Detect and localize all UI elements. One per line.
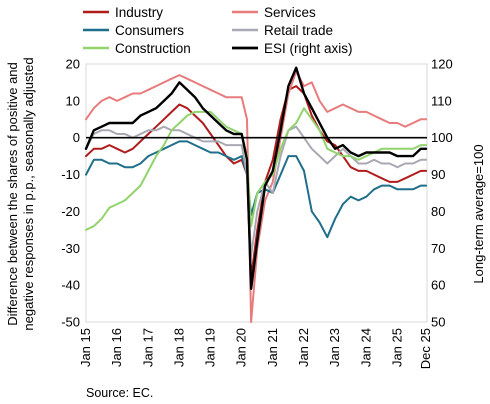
x-tick-label: Jan 25 bbox=[389, 328, 404, 367]
left-tick-label: 0 bbox=[73, 130, 80, 145]
series-line-2 bbox=[85, 70, 428, 323]
x-tick-label: Jan 24 bbox=[358, 328, 373, 367]
left-tick-label: 10 bbox=[66, 93, 80, 108]
legend-label: Services bbox=[264, 5, 316, 20]
x-tick-label: Jan 17 bbox=[140, 328, 155, 367]
series-line-3 bbox=[85, 140, 428, 239]
legend-label: Industry bbox=[115, 5, 163, 20]
left-tick-label: -20 bbox=[61, 204, 80, 219]
left-axis-ticks: 20 10 0 -10 -20 -30 -40 -50 bbox=[61, 57, 80, 330]
x-tick-label: Jan 21 bbox=[265, 328, 280, 367]
right-tick-label: 120 bbox=[431, 57, 453, 72]
right-tick-label: 90 bbox=[431, 167, 445, 182]
x-tick-label: Jan 20 bbox=[234, 328, 249, 367]
legend-label: Construction bbox=[115, 41, 191, 56]
x-axis-ticks: Jan 15 Jan 16 Jan 17 Jan 18 Jan 19 Jan 20 Jan … bbox=[78, 328, 433, 369]
x-tick-label: Jan 19 bbox=[203, 328, 218, 367]
left-axis-title-line1: Difference between the shares of positiv… bbox=[5, 62, 20, 326]
series-line-6 bbox=[84, 66, 428, 290]
source-note: Source: EC. bbox=[86, 386, 153, 400]
left-axis-title-line2: negative responses in p.p., seasonally a… bbox=[21, 57, 36, 330]
right-axis-ticks: 120 110 100 90 80 70 60 50 bbox=[431, 57, 453, 330]
left-tick-label: -40 bbox=[61, 278, 80, 293]
x-tick-label: Dec 25 bbox=[418, 328, 433, 369]
series-line-4 bbox=[85, 125, 428, 257]
x-tick-label: Jan 16 bbox=[109, 328, 124, 367]
series-lines bbox=[84, 66, 428, 323]
right-tick-label: 50 bbox=[431, 315, 445, 330]
left-tick-label: -10 bbox=[61, 167, 80, 182]
series-line-5 bbox=[85, 107, 428, 231]
plot-area bbox=[84, 63, 428, 323]
right-tick-label: 100 bbox=[431, 130, 453, 145]
left-tick-label: -30 bbox=[61, 241, 80, 256]
left-tick-label: -50 bbox=[61, 315, 80, 330]
legend-label: Retail trade bbox=[264, 23, 333, 38]
legend-label: ESI (right axis) bbox=[264, 41, 353, 56]
x-tick-label: Jan 23 bbox=[327, 328, 342, 367]
chart-legend: Industry Services Consumers Retail trade Con… bbox=[83, 5, 353, 56]
left-tick-label: 20 bbox=[66, 57, 80, 72]
x-tick-label: Jan 18 bbox=[171, 328, 186, 367]
right-axis-title: Long-term average=100 bbox=[471, 144, 486, 283]
right-tick-label: 110 bbox=[431, 93, 452, 108]
right-tick-label: 60 bbox=[431, 278, 445, 293]
x-tick-label: Jan 22 bbox=[296, 328, 311, 367]
legend-label: Consumers bbox=[115, 23, 184, 38]
right-tick-label: 70 bbox=[431, 241, 445, 256]
right-tick-label: 80 bbox=[431, 204, 445, 219]
x-tick-label: Jan 15 bbox=[78, 328, 93, 367]
